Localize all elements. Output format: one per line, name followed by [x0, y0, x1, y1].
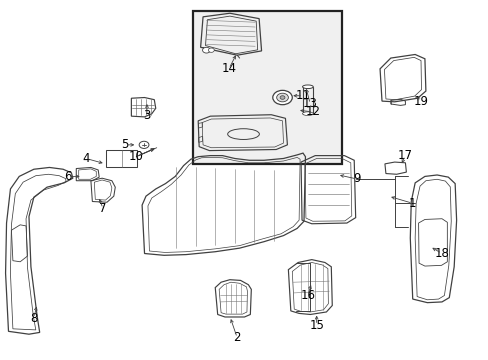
Circle shape	[139, 141, 149, 148]
Text: 11: 11	[295, 89, 310, 102]
Bar	[302, 87, 313, 114]
Bar	[193, 12, 341, 164]
Bar	[105, 149, 137, 167]
Text: 2: 2	[233, 331, 241, 344]
Circle shape	[276, 93, 288, 102]
Text: 3: 3	[143, 109, 150, 122]
Text: 14: 14	[221, 62, 236, 75]
Text: 8: 8	[30, 311, 38, 325]
Text: 17: 17	[397, 149, 412, 162]
Text: 12: 12	[305, 105, 320, 118]
Ellipse shape	[302, 112, 313, 116]
Text: 18: 18	[434, 247, 448, 260]
Text: 15: 15	[308, 319, 324, 332]
Text: 10: 10	[128, 150, 143, 163]
Text: 5: 5	[121, 138, 128, 151]
Text: 1: 1	[408, 197, 416, 210]
Text: 7: 7	[99, 202, 106, 215]
Ellipse shape	[302, 85, 313, 89]
Text: 19: 19	[413, 95, 427, 108]
Text: 16: 16	[300, 289, 315, 302]
Circle shape	[280, 96, 285, 99]
Text: 9: 9	[352, 172, 360, 185]
Circle shape	[202, 47, 210, 53]
Circle shape	[208, 48, 214, 52]
Text: 4: 4	[82, 152, 90, 165]
Text: 13: 13	[302, 98, 317, 111]
Text: 6: 6	[64, 170, 72, 183]
Circle shape	[272, 90, 292, 105]
